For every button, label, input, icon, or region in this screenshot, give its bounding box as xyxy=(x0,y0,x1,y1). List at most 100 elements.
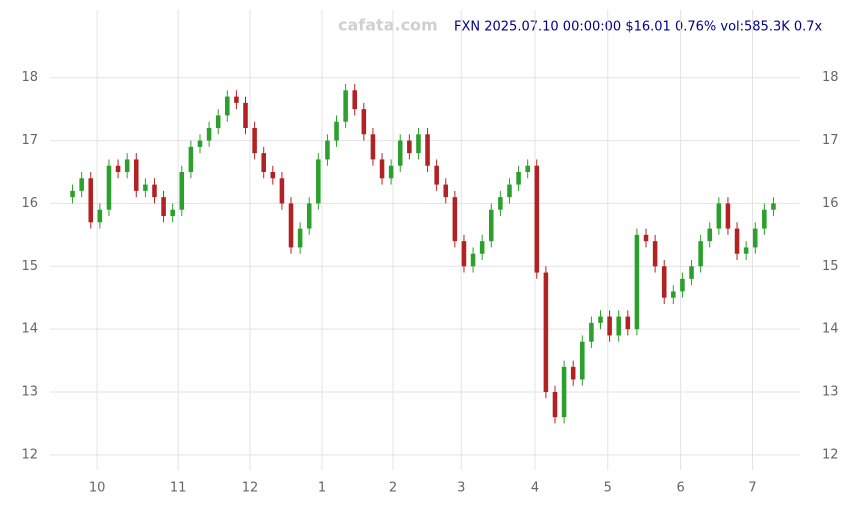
candle-body xyxy=(288,203,294,248)
candle-body xyxy=(534,165,540,273)
candle-body xyxy=(97,209,103,223)
y-tick-label: 18 xyxy=(21,70,38,85)
y-tick-label: 15 xyxy=(21,259,38,274)
candle-body xyxy=(316,159,321,204)
x-tick-label: 7 xyxy=(748,481,756,496)
candle-body xyxy=(270,172,276,179)
candle-body xyxy=(771,203,776,210)
y-tick-label-right: 18 xyxy=(822,70,839,85)
candle-body xyxy=(725,203,731,229)
candle-body xyxy=(752,228,758,248)
candle-body xyxy=(79,178,84,191)
candle-body xyxy=(552,392,558,418)
candle-body xyxy=(179,172,185,210)
candle-body xyxy=(252,128,257,154)
candle-body xyxy=(543,272,549,392)
candle-body xyxy=(124,159,130,172)
candle-body xyxy=(279,178,285,204)
candle-body xyxy=(498,197,503,210)
candle-body xyxy=(589,322,594,342)
candle-body xyxy=(70,190,75,198)
candle-body xyxy=(215,115,221,128)
y-tick-label: 13 xyxy=(21,385,38,400)
candle-body xyxy=(188,146,194,172)
candle-body xyxy=(743,247,749,254)
candle-body xyxy=(643,234,649,242)
x-tick-label: 10 xyxy=(89,481,106,496)
y-tick-label-right: 16 xyxy=(822,196,839,211)
candle-body xyxy=(634,234,640,330)
candle-body xyxy=(325,140,330,160)
candle-body xyxy=(607,316,612,336)
candle-body xyxy=(671,291,676,298)
y-tick-label-right: 17 xyxy=(822,133,839,148)
candle-body xyxy=(689,266,694,279)
candle-body xyxy=(152,184,157,198)
candle-body xyxy=(625,316,631,330)
candle-body xyxy=(425,134,430,166)
candle-body xyxy=(470,253,476,267)
candle-body xyxy=(461,241,467,267)
candle-body xyxy=(388,165,394,179)
candle-body xyxy=(197,140,203,147)
candle-body xyxy=(379,159,385,179)
candle-body xyxy=(170,209,175,216)
candle-body xyxy=(525,165,530,172)
candle-body xyxy=(762,209,767,229)
candle-body xyxy=(507,184,512,198)
candle-body xyxy=(716,203,722,229)
x-tick-label: 2 xyxy=(389,481,397,496)
candle-body xyxy=(297,228,303,248)
candle-body xyxy=(361,109,367,135)
candle-body xyxy=(334,121,339,141)
candle-body xyxy=(234,96,239,103)
candle-body xyxy=(443,184,449,198)
y-tick-label-right: 13 xyxy=(822,385,839,400)
x-tick-label: 6 xyxy=(676,481,684,496)
candle-body xyxy=(343,90,348,122)
candle-body xyxy=(580,341,585,380)
x-tick-label: 3 xyxy=(457,481,465,496)
candle-body xyxy=(306,203,312,229)
x-tick-label: 12 xyxy=(242,481,259,496)
candle-body xyxy=(616,316,621,336)
y-tick-label-right: 12 xyxy=(822,447,839,462)
y-tick-label-right: 14 xyxy=(822,322,839,337)
candle-body xyxy=(115,165,121,172)
x-tick-label: 1 xyxy=(318,481,326,496)
candle-body xyxy=(106,165,112,210)
candle-body xyxy=(516,172,521,185)
candle-body xyxy=(243,102,248,128)
candle-body xyxy=(570,366,576,380)
candle-body xyxy=(452,197,458,242)
chart-title: FXN 2025.07.10 00:00:00 $16.01 0.76% vol… xyxy=(454,20,823,35)
y-tick-label-right: 15 xyxy=(822,259,839,274)
candle-body xyxy=(161,197,166,216)
y-tick-label: 16 xyxy=(21,196,38,211)
candle-body xyxy=(88,178,94,223)
x-tick-label: 5 xyxy=(604,481,612,496)
candle-body xyxy=(707,228,713,242)
candle-body xyxy=(698,241,703,267)
candle-body xyxy=(652,241,658,267)
candle-body xyxy=(598,316,603,323)
candle-body xyxy=(479,241,485,254)
candle-body xyxy=(397,140,403,166)
candle-body xyxy=(261,153,266,172)
candle-body xyxy=(206,128,212,141)
candle-body xyxy=(143,184,148,191)
candle-body xyxy=(370,134,376,160)
x-tick-label: 4 xyxy=(531,481,539,496)
candle-body xyxy=(680,278,685,292)
candle-body xyxy=(352,90,358,110)
y-tick-label: 14 xyxy=(21,322,38,337)
candle-body xyxy=(225,96,230,116)
candle-body xyxy=(416,134,421,154)
candle-body xyxy=(661,266,667,298)
y-tick-label: 17 xyxy=(21,133,38,148)
candle-body xyxy=(133,159,139,191)
x-tick-label: 11 xyxy=(170,481,187,496)
y-tick-label: 12 xyxy=(21,447,38,462)
